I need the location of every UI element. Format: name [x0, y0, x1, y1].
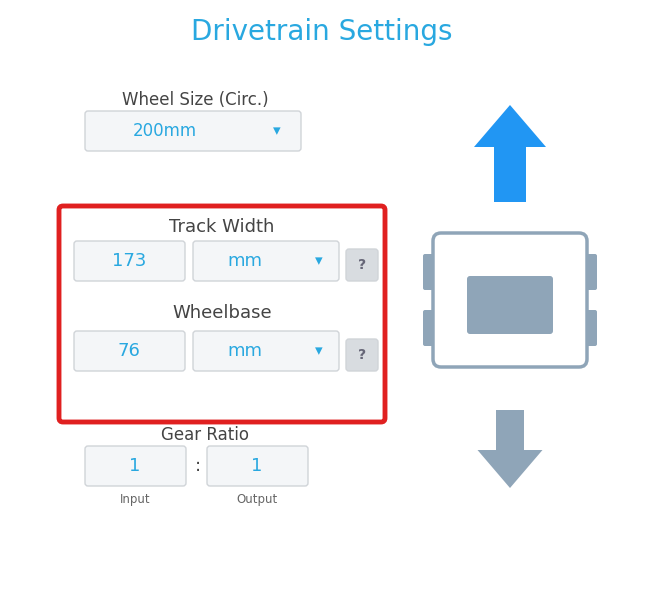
FancyBboxPatch shape [423, 254, 445, 290]
FancyBboxPatch shape [59, 206, 385, 422]
FancyBboxPatch shape [193, 241, 339, 281]
Text: ▾: ▾ [273, 124, 281, 139]
Text: ▾: ▾ [315, 253, 322, 268]
Text: ?: ? [358, 348, 366, 362]
Text: 76: 76 [117, 342, 141, 360]
FancyBboxPatch shape [575, 254, 597, 290]
FancyBboxPatch shape [346, 339, 378, 371]
Polygon shape [474, 105, 546, 202]
FancyBboxPatch shape [467, 276, 553, 334]
Text: ?: ? [358, 258, 366, 272]
FancyBboxPatch shape [433, 233, 587, 367]
FancyBboxPatch shape [85, 446, 186, 486]
Text: Gear Ratio: Gear Ratio [161, 426, 249, 444]
FancyBboxPatch shape [85, 111, 301, 151]
Text: Wheelbase: Wheelbase [172, 304, 272, 322]
Text: Drivetrain Settings: Drivetrain Settings [192, 18, 453, 46]
Text: 1: 1 [129, 457, 141, 475]
Text: 200mm: 200mm [133, 122, 197, 140]
FancyBboxPatch shape [74, 241, 185, 281]
Text: mm: mm [228, 252, 263, 270]
Text: 173: 173 [112, 252, 146, 270]
FancyBboxPatch shape [74, 331, 185, 371]
FancyBboxPatch shape [193, 331, 339, 371]
Text: Input: Input [120, 493, 150, 506]
Text: mm: mm [228, 342, 263, 360]
Text: Track Width: Track Width [169, 218, 275, 236]
FancyBboxPatch shape [207, 446, 308, 486]
Text: :: : [195, 457, 201, 475]
FancyBboxPatch shape [346, 249, 378, 281]
Text: 1: 1 [252, 457, 263, 475]
Text: Wheel Size (Circ.): Wheel Size (Circ.) [122, 91, 268, 109]
Text: Output: Output [236, 493, 277, 506]
Polygon shape [477, 410, 542, 488]
Text: ▾: ▾ [315, 343, 322, 359]
FancyBboxPatch shape [423, 310, 445, 346]
FancyBboxPatch shape [575, 310, 597, 346]
